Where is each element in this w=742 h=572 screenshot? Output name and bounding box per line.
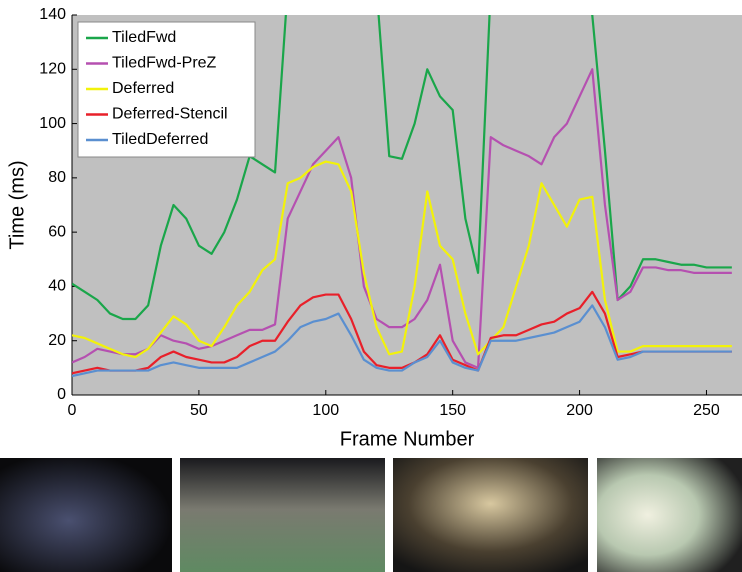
legend-label: Deferred [112,80,174,97]
x-tick-label: 200 [566,402,593,419]
screenshot [597,458,742,572]
x-tick-label: 50 [190,402,208,419]
y-tick-label: 20 [48,332,66,349]
screenshot [0,458,172,572]
x-tick-label: 100 [312,402,339,419]
legend: TiledFwd TiledFwd-PreZ Deferred Deferred-St… [78,22,255,157]
screenshots [0,458,742,572]
y-tick-label: 80 [48,169,66,186]
chart: Frame Number Time (ms) 0 20 40 60 80 100 120 14… [0,0,742,572]
legend-label: TiledFwd-PreZ [112,55,217,72]
legend-label: TiledFwd [112,29,176,46]
x-tick-label: 0 [68,402,77,419]
y-tick-label: 60 [48,223,66,240]
y-axis-title: Time (ms) [6,160,28,249]
y-tick-label: 0 [57,386,66,403]
page: Frame Number Time (ms) 0 20 40 60 80 100 120 14… [0,0,742,572]
x-tick-label: 250 [693,402,720,419]
y-tick-label: 120 [39,61,66,78]
screenshot [393,458,588,572]
x-tick-label: 150 [439,402,466,419]
screenshot [180,458,385,572]
legend-label: TiledDeferred [112,131,208,148]
y-tick-label: 100 [39,115,66,132]
legend-label: Deferred-Stencil [112,106,228,123]
y-tick-label: 40 [48,278,66,295]
x-axis-title: Frame Number [340,428,475,450]
y-tick-label: 140 [39,6,66,23]
